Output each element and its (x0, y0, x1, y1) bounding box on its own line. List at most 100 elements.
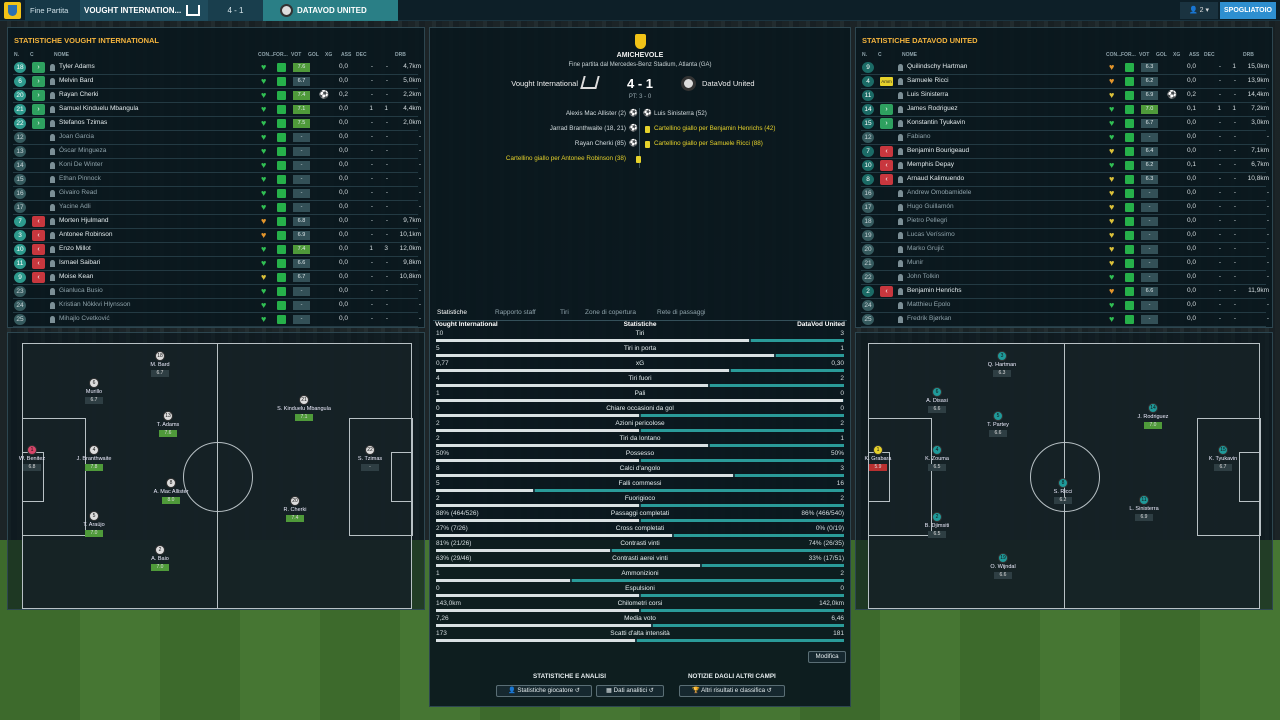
player-row[interactable]: 10 ‹ Enzo Millot ♥ 7.4 0,0 1 3 12,0km (13, 243, 421, 256)
dressing-room-button[interactable]: SPOGLIATOIO (1220, 2, 1276, 19)
player-row[interactable]: 12 Fabiano ♥ - 0,0 - - - (861, 131, 1269, 144)
column-header[interactable]: GOL (308, 52, 319, 58)
player-name[interactable]: Hugo Guillamón (907, 203, 954, 210)
player-row[interactable]: 23 Gianluca Busio ♥ - 0,0 - - - (13, 285, 421, 298)
player-name[interactable]: Matthieu Epolo (907, 301, 951, 308)
player-row[interactable]: 7 ‹ Benjamin Bourigeaud ♥ 6.4 0,0 - - 7,1km (861, 145, 1269, 158)
player-row[interactable]: 21 Munir ♥ - 0,0 - - - (861, 257, 1269, 270)
column-header[interactable]: C (30, 52, 34, 58)
column-header[interactable]: VOT (291, 52, 302, 58)
player-row[interactable]: 13 Óscar Mingueza ♥ - 0,0 - - - (13, 145, 421, 158)
player-name[interactable]: John Tolkin (907, 273, 940, 280)
player-row[interactable]: 10 ‹ Memphis Depay ♥ 6.2 0,1 - - 6,7km (861, 159, 1269, 172)
column-header[interactable]: ASS (341, 52, 352, 58)
player-row[interactable]: 8 ‹ Arnaud Kalimuendo ♥ 6.3 0,0 - - 10,8km (861, 173, 1269, 186)
player-name[interactable]: Pietro Pellegri (907, 217, 948, 224)
player-row[interactable]: 12 Joan Garcia ♥ - 0,0 - - - (13, 131, 421, 144)
player-name[interactable]: James Rodriguez (907, 105, 958, 112)
player-name[interactable]: Samuele Ricci (907, 77, 949, 84)
column-header[interactable]: XG (325, 52, 333, 58)
player-name[interactable]: Fredrik Bjørkan (907, 315, 952, 322)
player-name[interactable]: Yacine Adli (59, 203, 91, 210)
tab-zone-di-copertura[interactable]: Zone di copertura (585, 309, 636, 316)
player-name[interactable]: Stefanos Tzimas (59, 119, 108, 126)
column-header[interactable]: DRB (1243, 52, 1254, 58)
column-header[interactable]: DEC (1204, 52, 1215, 58)
tab-statistiche[interactable]: Statistiche (437, 309, 467, 316)
player-row[interactable]: 9 Quilindschy Hartman ♥ 6.3 0,0 - 1 15,0km (861, 61, 1269, 74)
player-row[interactable]: 18 › Tyler Adams ♥ 7.6 0,0 - - 4,7km (13, 61, 421, 74)
player-row[interactable]: 2 ‹ Benjamin Henrichs ♥ 6.6 0,0 - - 11,9km (861, 285, 1269, 298)
player-row[interactable]: 20 Marko Grujić ♥ - 0,0 - - - (861, 243, 1269, 256)
player-row[interactable]: 7 ‹ Morten Hjulmand ♥ 6.8 0,0 - - 9,7km (13, 215, 421, 228)
column-header[interactable]: N. (862, 52, 867, 58)
player-name[interactable]: Tyler Adams (59, 63, 95, 70)
player-name[interactable]: Joan Garcia (59, 133, 95, 140)
player-name[interactable]: Mihajlo Cvetković (59, 315, 110, 322)
player-row[interactable]: 21 › Samuel Kinduelu Mbangula ♥ 7.1 0,0 1 1 4,4k… (13, 103, 421, 116)
player-name[interactable]: Óscar Mingueza (59, 147, 107, 154)
player-name[interactable]: Luis Sinisterra (907, 91, 949, 98)
player-row[interactable]: 14 Koni De Winter ♥ - 0,0 - - - (13, 159, 421, 172)
player-row[interactable]: 19 Lucas Veríssimo ♥ - 0,0 - - - (861, 229, 1269, 242)
user-count-button[interactable]: 👤 2 ▾ (1180, 2, 1218, 19)
player-name[interactable]: Givairo Read (59, 189, 97, 196)
player-name[interactable]: Quilindschy Hartman (907, 63, 968, 70)
player-row[interactable]: 11 Luis Sinisterra ♥ 6.9 ⚽ 0,2 - - 14,4km (861, 89, 1269, 102)
player-name[interactable]: Gianluca Busio (59, 287, 103, 294)
column-header[interactable]: VOT (1139, 52, 1150, 58)
column-header[interactable]: NOME (902, 52, 917, 58)
home-team-tab[interactable]: VOUGHT INTERNATION... (80, 0, 208, 21)
other-results-button[interactable]: 🏆 Altri risultati e classifica ↺ (679, 685, 785, 697)
column-header[interactable]: NOME (54, 52, 69, 58)
player-row[interactable]: 3 ‹ Antonee Robinson ♥ 6.9 0,0 - - 10,1km (13, 229, 421, 242)
player-name[interactable]: Moise Kean (59, 273, 94, 280)
player-name[interactable]: Munir (907, 259, 924, 266)
player-name[interactable]: Marko Grujić (907, 245, 944, 252)
player-row[interactable]: 25 Fredrik Bjørkan ♥ - 0,0 - - - (861, 313, 1269, 326)
player-name[interactable]: Rayan Cherki (59, 91, 99, 98)
column-header[interactable]: CON... (258, 52, 274, 58)
tab-rapporto-staff[interactable]: Rapporto staff (495, 309, 536, 316)
column-header[interactable]: ASS (1189, 52, 1200, 58)
player-row[interactable]: 15 Ethan Pinnock ♥ - 0,0 - - - (13, 173, 421, 186)
player-row[interactable]: 4 Amm Samuele Ricci ♥ 6.2 0,0 - - 13,9km (861, 75, 1269, 88)
column-header[interactable]: CON... (1106, 52, 1122, 58)
player-name[interactable]: Lucas Veríssimo (907, 231, 955, 238)
player-row[interactable]: 11 ‹ Ismael Saibari ♥ 6.6 0,0 - - 9,8km (13, 257, 421, 270)
player-name[interactable]: Melvin Bard (59, 77, 94, 84)
player-row[interactable]: 18 Pietro Pellegri ♥ - 0,0 - - - (861, 215, 1269, 228)
analytics-button[interactable]: ▦ Dati analitici ↺ (596, 685, 664, 697)
player-row[interactable]: 16 Givairo Read ♥ - 0,0 - - - (13, 187, 421, 200)
player-name[interactable]: Antonee Robinson (59, 231, 113, 238)
column-header[interactable]: DRB (395, 52, 406, 58)
player-row[interactable]: 6 › Melvin Bard ♥ 6.7 0,0 - - 5,0km (13, 75, 421, 88)
player-row[interactable]: 17 Hugo Guillamón ♥ - 0,0 - - - (861, 201, 1269, 214)
player-row[interactable]: 24 Matthieu Epolo ♥ - 0,0 - - - (861, 299, 1269, 312)
column-header[interactable]: XG (1173, 52, 1181, 58)
away-team-tab[interactable]: DATAVOD UNITED (263, 0, 398, 21)
player-name[interactable]: Benjamin Henrichs (907, 287, 962, 294)
tab-tiri[interactable]: Tiri (560, 309, 569, 316)
column-header[interactable]: GOL (1156, 52, 1167, 58)
player-row[interactable]: 24 Kristian Nökkvi Hlynsson ♥ - 0,0 - - - (13, 299, 421, 312)
player-name[interactable]: Ethan Pinnock (59, 175, 101, 182)
column-header[interactable]: FOR... (1121, 52, 1136, 58)
player-row[interactable]: 25 Mihajlo Cvetković ♥ - 0,0 - - - (13, 313, 421, 326)
player-name[interactable]: Samuel Kinduelu Mbangula (59, 105, 139, 112)
player-row[interactable]: 22 John Tolkin ♥ - 0,0 - - - (861, 271, 1269, 284)
player-row[interactable]: 14 › James Rodriguez ♥ 7.0 0,1 1 1 7,2km (861, 103, 1269, 116)
player-row[interactable]: 16 Andrew Omobamidele ♥ - 0,0 - - - (861, 187, 1269, 200)
player-name[interactable]: Konstantin Tyukavin (907, 119, 966, 126)
player-name[interactable]: Ismael Saibari (59, 259, 101, 266)
edit-button[interactable]: Modifica (808, 651, 846, 663)
player-row[interactable]: 15 › Konstantin Tyukavin ♥ 6.7 0,0 - - 3,0km (861, 117, 1269, 130)
player-name[interactable]: Arnaud Kalimuendo (907, 175, 965, 182)
column-header[interactable]: N. (14, 52, 19, 58)
player-row[interactable]: 20 › Rayan Cherki ♥ 7.4 ⚽ 0,2 - - 2,2km (13, 89, 421, 102)
player-stats-button[interactable]: 👤 Statistiche giocatore ↺ (496, 685, 592, 697)
player-name[interactable]: Memphis Depay (907, 161, 954, 168)
column-header[interactable]: C (878, 52, 882, 58)
player-row[interactable]: 22 › Stefanos Tzimas ♥ 7.5 0,0 - - 2,0km (13, 117, 421, 130)
column-header[interactable]: FOR... (273, 52, 288, 58)
